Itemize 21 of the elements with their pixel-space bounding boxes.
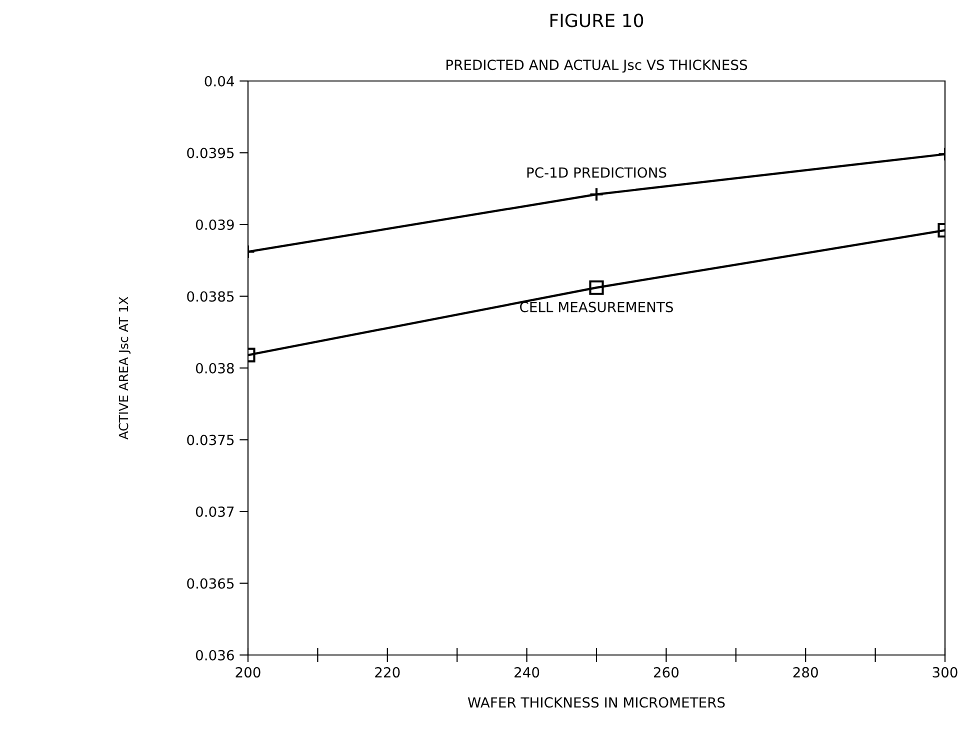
- chart-subtitle: PREDICTED AND ACTUAL Jsc VS THICKNESS: [446, 60, 748, 73]
- y-axis-title: ACTIVE AREA Jsc AT 1X: [118, 296, 131, 440]
- x-tick-label: 200: [236, 667, 260, 678]
- chart-title: FIGURE 10: [550, 14, 644, 28]
- series-label: PC-1D PREDICTIONS: [527, 167, 666, 178]
- y-tick-label: 0.036: [196, 650, 234, 660]
- x-axis-title: WAFER THICKNESS IN MICROMETERS: [468, 697, 725, 708]
- y-tick-label: 0.04: [204, 76, 234, 86]
- x-tick-label: 280: [793, 667, 818, 678]
- y-tick-label: 0.0375: [187, 434, 234, 446]
- y-tick-label: 0.0365: [187, 578, 234, 589]
- x-tick-label: 220: [375, 667, 400, 678]
- x-tick-label: 240: [514, 667, 540, 678]
- series-label: CELL MEASUREMENTS: [520, 302, 673, 312]
- y-tick-label: 0.038: [196, 362, 234, 374]
- y-tick-label: 0.039: [196, 219, 234, 230]
- y-tick-label: 0.0395: [187, 148, 234, 158]
- x-tick-label: 260: [654, 667, 679, 678]
- y-tick-label: 0.037: [196, 506, 234, 517]
- x-tick-label: 300: [932, 667, 958, 678]
- y-tick-label: 0.0385: [187, 291, 234, 302]
